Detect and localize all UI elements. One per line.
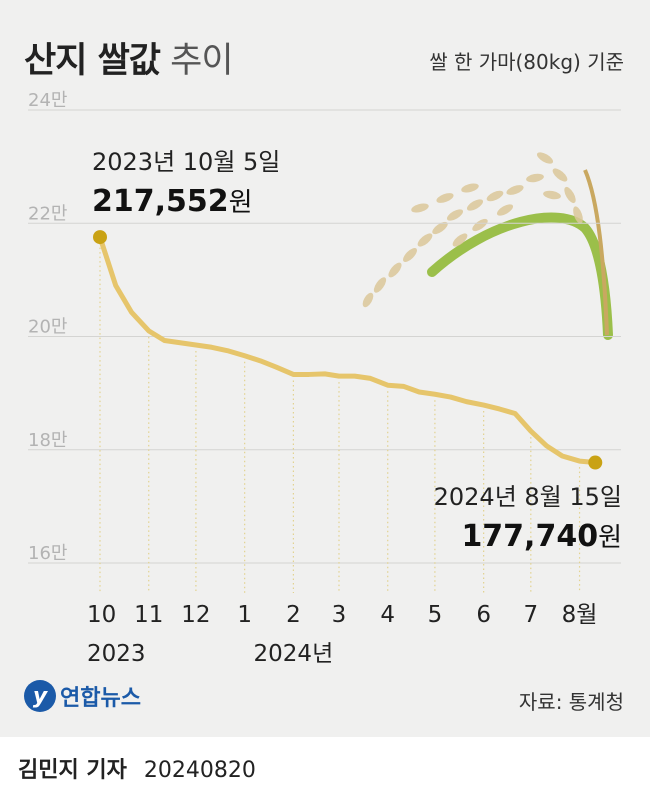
chart-panel: 산지 쌀값 추이 쌀 한 가마(80kg) 기준 (0, 0, 650, 737)
x-tick-label: 2 (286, 602, 301, 628)
y-tick-label: 20만 (28, 317, 67, 338)
end-point-marker (588, 455, 603, 470)
byline-name: 김민지 기자 (18, 758, 127, 783)
chart-title-bold: 산지 쌀값 (24, 41, 161, 81)
x-tick-label: 6 (476, 602, 491, 628)
chart-title-light: 추이 (170, 41, 233, 81)
unit-note: 쌀 한 가마(80kg) 기준 (429, 50, 624, 74)
x-tick-label: 5 (428, 602, 443, 628)
x-tick-label: 10 (87, 602, 116, 628)
chart-title: 산지 쌀값 추이 (24, 32, 234, 83)
end-value-label: 177,740원 (461, 519, 622, 554)
byline-date: 20240820 (143, 758, 256, 783)
y-tick-label: 18만 (28, 430, 67, 451)
start-value-unit: 원 (229, 188, 253, 218)
x-tick-sublabel: 2023 (87, 641, 146, 667)
rice-plant-illustration (362, 152, 613, 340)
byline: 김민지 기자 20240820 (18, 752, 256, 784)
y-tick-label: 16만 (28, 543, 67, 564)
start-point-marker (93, 230, 107, 245)
x-tick-label: 8월 (562, 602, 598, 628)
y-tick-label: 22만 (28, 203, 67, 224)
price-series-line (97, 234, 598, 466)
source-note: 자료: 통계청 (518, 690, 624, 714)
start-value-label: 217,552원 (92, 184, 253, 219)
x-tick-label: 11 (134, 602, 163, 628)
start-date-label: 2023년 10월 5일 (92, 148, 280, 176)
yonhap-logo-text: 연합뉴스 (60, 686, 141, 711)
x-tick-sublabel: 2024년 (254, 641, 334, 667)
x-tick-label: 1 (237, 602, 252, 628)
yonhap-logo: y 연합뉴스 (24, 680, 141, 712)
x-tick-label: 4 (380, 602, 395, 628)
x-tick-label: 3 (332, 602, 347, 628)
y-tick-label: 24만 (28, 90, 67, 111)
x-tick-label: 7 (523, 602, 538, 628)
end-date-label: 2024년 8월 15일 (434, 483, 622, 511)
x-tick-label: 12 (181, 602, 210, 628)
yonhap-logo-icon: y (24, 680, 56, 712)
end-value-unit: 원 (598, 523, 622, 553)
